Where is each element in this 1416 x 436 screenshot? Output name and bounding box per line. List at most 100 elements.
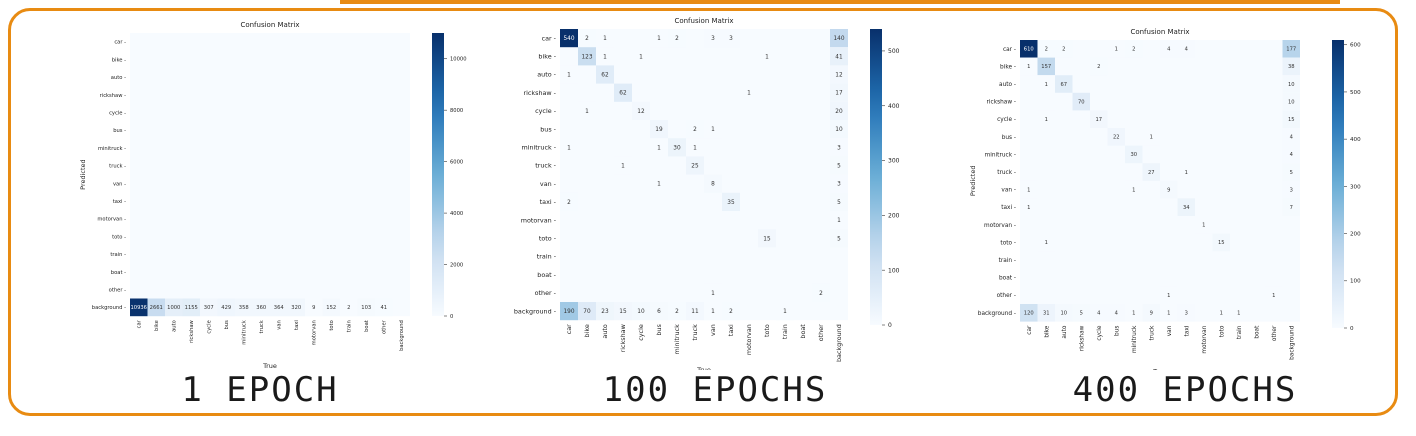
cell-value-label: 2 bbox=[1097, 64, 1100, 70]
heatmap-cell bbox=[1020, 198, 1038, 216]
x-tick-label: truck bbox=[691, 324, 699, 341]
x-tick-label: bus bbox=[655, 324, 663, 336]
heatmap-cell bbox=[560, 302, 578, 321]
cell-value-label: 20 bbox=[835, 109, 843, 115]
caption-1-epoch: 1 EPOCH bbox=[181, 370, 339, 410]
colorbar bbox=[432, 33, 444, 316]
heatmap-cell bbox=[1282, 163, 1300, 181]
heatmap-cell bbox=[704, 120, 722, 139]
cell-value-label: 1 bbox=[639, 54, 643, 60]
heatmap-cell bbox=[722, 29, 740, 48]
cell-value-label: 1 bbox=[1150, 135, 1153, 141]
heatmap-cell bbox=[1125, 180, 1143, 199]
y-tick-label: motorvan - bbox=[97, 217, 126, 223]
heatmap-cell bbox=[1177, 163, 1195, 181]
cell-value-label: 1 bbox=[1132, 187, 1135, 193]
matrix-background bbox=[130, 33, 410, 317]
heatmap-cell bbox=[578, 29, 596, 48]
cell-value-label: 2 bbox=[567, 200, 571, 206]
colorbar-tick-label: 400 bbox=[1350, 137, 1361, 143]
cell-value-label: 34 bbox=[1183, 205, 1190, 211]
heatmap-cell bbox=[1072, 92, 1090, 111]
cell-value-label: 2 bbox=[347, 305, 350, 311]
heatmap-cell bbox=[1037, 110, 1055, 128]
colorbar-tick-label: 200 bbox=[888, 212, 900, 219]
x-tick-label: rickshaw bbox=[189, 319, 195, 343]
cell-value-label: 5 bbox=[837, 164, 841, 170]
heatmap-cell bbox=[1055, 40, 1073, 58]
heatmap-cell bbox=[1230, 304, 1248, 322]
heatmap-cell bbox=[578, 101, 596, 120]
y-tick-label: boat - bbox=[111, 270, 126, 276]
x-tick-label: taxi bbox=[727, 324, 735, 336]
colorbar-tick-label: 100 bbox=[1350, 279, 1361, 285]
cell-value-label: 12 bbox=[637, 109, 645, 115]
heatmap-cell bbox=[1282, 128, 1300, 146]
heatmap-cell bbox=[147, 298, 165, 317]
colorbar-tick-label: 6000 bbox=[450, 159, 463, 165]
heatmap-cell bbox=[704, 302, 722, 321]
heatmap-cell bbox=[1020, 180, 1038, 199]
x-tick-label: van bbox=[277, 320, 283, 330]
colorbar-tick-label: 400 bbox=[888, 103, 900, 110]
x-tick-label: train bbox=[781, 324, 789, 339]
cell-value-label: 10 bbox=[1060, 311, 1067, 317]
colorbar-tick-label: 10000 bbox=[450, 57, 467, 63]
heatmap-cell bbox=[650, 138, 668, 157]
heatmap-cell bbox=[1282, 110, 1300, 128]
heatmap-cell bbox=[1142, 128, 1160, 146]
heatmap-cell bbox=[182, 298, 200, 317]
y-tick-label: toto - bbox=[112, 234, 126, 240]
heatmap-cell bbox=[1107, 40, 1125, 58]
heatmap-cell bbox=[830, 138, 848, 157]
cell-value-label: 3 bbox=[729, 36, 733, 42]
heatmap-cell bbox=[578, 47, 596, 66]
cell-value-label: 62 bbox=[619, 91, 627, 97]
heatmap-cell bbox=[1125, 304, 1143, 322]
cell-value-label: 1 bbox=[603, 54, 607, 60]
heatmap-cell bbox=[252, 298, 270, 317]
heatmap-cell bbox=[830, 101, 848, 120]
x-tick-label: motorvan bbox=[745, 324, 753, 355]
heatmap-cell bbox=[1282, 40, 1300, 58]
heatmap-cell bbox=[1037, 233, 1055, 252]
y-tick-label: train - bbox=[537, 253, 556, 261]
y-tick-label: bike - bbox=[1000, 64, 1016, 70]
cell-value-label: 1 bbox=[603, 36, 607, 42]
cell-value-label: 320 bbox=[291, 305, 301, 311]
heatmap-cell bbox=[830, 192, 848, 211]
heatmap-cell bbox=[668, 138, 686, 157]
heatmap-cell bbox=[830, 120, 848, 139]
heatmap-cell bbox=[235, 298, 253, 317]
cell-value-label: 1 bbox=[1202, 223, 1205, 229]
cell-value-label: 1 bbox=[1185, 170, 1188, 176]
x-tick-label: bike bbox=[154, 320, 160, 331]
cell-value-label: 4 bbox=[1290, 135, 1294, 141]
heatmap-cell bbox=[830, 229, 848, 248]
cell-value-label: 2 bbox=[675, 36, 679, 42]
heatmap-cell bbox=[1282, 198, 1300, 216]
cell-value-label: 10 bbox=[835, 127, 843, 133]
x-tick-label: boat bbox=[1254, 325, 1260, 339]
colorbar-tick-label: 300 bbox=[1350, 184, 1361, 190]
heatmap-cell bbox=[1125, 40, 1143, 58]
heatmap-cell bbox=[722, 192, 740, 211]
heatmap-cell bbox=[1160, 40, 1178, 58]
cell-value-label: 1 bbox=[837, 218, 841, 224]
cell-value-label: 30 bbox=[1130, 152, 1137, 158]
cell-value-label: 15 bbox=[1218, 240, 1225, 246]
cell-value-label: 67 bbox=[1060, 82, 1067, 88]
heatmap-cell bbox=[1090, 110, 1108, 128]
heatmap-cell bbox=[614, 156, 632, 175]
heatmap-cell bbox=[1282, 75, 1300, 93]
y-tick-label: train - bbox=[999, 258, 1016, 264]
heatmap-cell bbox=[1037, 40, 1055, 58]
x-tick-label: car bbox=[137, 319, 143, 328]
heatmap-cell bbox=[287, 298, 305, 317]
cell-value-label: 364 bbox=[274, 305, 285, 311]
cell-value-label: 17 bbox=[1095, 117, 1102, 123]
cell-value-label: 27 bbox=[1148, 170, 1155, 176]
heatmap-cell bbox=[1090, 57, 1108, 76]
heatmap-cell bbox=[560, 192, 578, 211]
cell-value-label: 103 bbox=[361, 305, 371, 311]
